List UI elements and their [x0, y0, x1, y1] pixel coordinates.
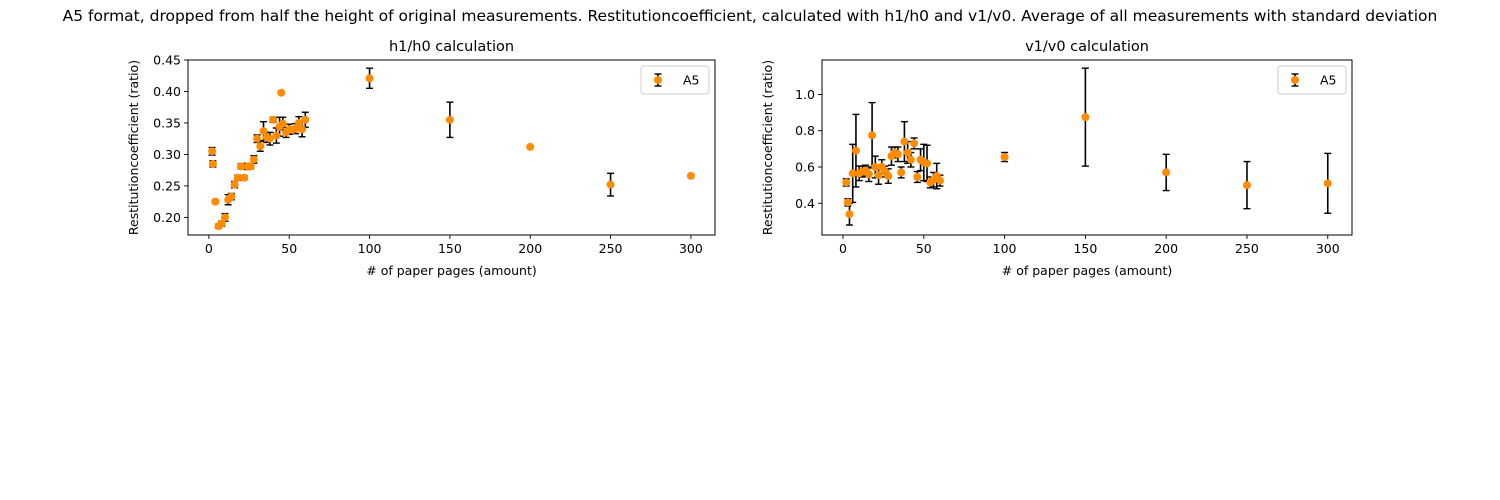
y-tick-label: 0.4 — [795, 196, 815, 211]
legend-label: A5 — [1320, 73, 1337, 88]
data-point — [1081, 113, 1090, 122]
data-point — [246, 162, 255, 171]
y-tick-label: 0.8 — [795, 123, 815, 138]
data-point — [445, 115, 454, 124]
data-point — [851, 146, 860, 155]
data-point — [249, 155, 258, 164]
data-point — [227, 192, 236, 201]
x-tick-label: 150 — [438, 241, 462, 256]
data-point — [240, 173, 249, 182]
data-point — [606, 180, 615, 189]
chart-title: v1/v0 calculation — [1025, 39, 1149, 55]
data-point — [935, 176, 944, 185]
data-point — [884, 172, 893, 181]
chart-h1h0: h1/h0 calculation 0 50 100 150 200 250 300 0.20 0… — [126, 39, 716, 278]
x-tick-label: 250 — [599, 241, 623, 256]
y-tick-label: 0.25 — [153, 178, 181, 193]
data-point — [237, 162, 246, 171]
data-point — [871, 162, 880, 171]
data-point — [277, 88, 286, 97]
x-axis-label: # of paper pages (amount) — [1002, 263, 1173, 278]
data-point — [230, 180, 239, 189]
y-tick-label: 1.0 — [795, 87, 815, 102]
x-tick-label: 200 — [518, 241, 542, 256]
x-tick-label: 100 — [993, 241, 1017, 256]
data-point — [269, 115, 278, 124]
x-tick-label: 300 — [1316, 241, 1340, 256]
legend-label: A5 — [683, 73, 700, 88]
data-point — [265, 134, 274, 143]
data-point — [848, 169, 857, 178]
data-point — [906, 155, 915, 164]
x-tick-label: 300 — [679, 241, 703, 256]
y-tick-label: 0.40 — [153, 84, 181, 99]
legend-box — [1277, 65, 1347, 95]
y-tick-label: 0.20 — [153, 210, 181, 225]
data-point — [864, 170, 873, 179]
data-point — [845, 210, 854, 219]
x-tick-label: 150 — [1073, 241, 1097, 256]
figure-suptitle: A5 format, dropped from half the height … — [63, 7, 1438, 25]
chart-v1v0: v1/v0 calculation 0 50 100 150 200 250 300 0.4 0.… — [760, 39, 1353, 278]
y-tick-label: 0.30 — [153, 147, 181, 162]
data-point — [220, 213, 229, 222]
data-point — [893, 150, 902, 159]
data-point — [1323, 179, 1332, 188]
legend-box — [640, 65, 710, 95]
data-point — [259, 127, 268, 136]
x-tick-label: 250 — [1235, 241, 1259, 256]
x-tick-label: 0 — [839, 241, 847, 256]
chart-title: h1/h0 calculation — [389, 39, 514, 55]
data-point — [294, 118, 303, 127]
data-point — [1242, 181, 1251, 190]
data-point — [217, 219, 226, 228]
data-point — [843, 198, 852, 207]
axes-frame — [187, 59, 716, 236]
y-tick-label: 0.6 — [795, 159, 815, 174]
data-point — [298, 125, 307, 134]
series-A5 — [208, 67, 695, 231]
data-point — [272, 131, 281, 140]
y-tick-label: 0.45 — [153, 53, 181, 68]
data-point — [253, 134, 262, 143]
x-tick-label: 100 — [358, 241, 382, 256]
data-point — [1000, 153, 1009, 162]
data-point — [897, 168, 906, 177]
data-point — [923, 159, 932, 168]
axes-frame — [821, 59, 1353, 236]
x-axis-label: # of paper pages (amount) — [366, 263, 537, 278]
data-point — [208, 147, 217, 156]
data-point — [208, 159, 217, 168]
data-point — [526, 142, 535, 151]
x-tick-label: 50 — [916, 241, 932, 256]
x-tick-label: 200 — [1154, 241, 1178, 256]
data-point — [686, 171, 695, 180]
y-tick-label: 0.35 — [153, 115, 181, 130]
data-point — [233, 173, 242, 182]
data-point — [1162, 168, 1171, 177]
data-point — [278, 119, 287, 128]
data-point — [842, 178, 851, 187]
y-axis-label: Restitutioncoefficient (ratio) — [760, 60, 775, 235]
data-point — [910, 139, 919, 148]
series-A5 — [842, 67, 1332, 226]
data-point — [256, 142, 265, 151]
data-point — [301, 115, 310, 124]
data-point — [900, 137, 909, 146]
data-point — [211, 197, 220, 206]
data-point — [903, 148, 912, 157]
legend: A5 — [640, 65, 710, 95]
data-point — [874, 171, 883, 180]
x-tick-label: 50 — [281, 241, 297, 256]
x-tick-label: 0 — [205, 241, 213, 256]
data-point — [913, 172, 922, 181]
data-point — [365, 74, 374, 83]
legend: A5 — [1277, 65, 1347, 95]
data-point — [868, 131, 877, 140]
legend-marker — [654, 76, 662, 84]
legend-marker — [1291, 76, 1299, 84]
y-axis-label: Restitutioncoefficient (ratio) — [126, 60, 141, 235]
